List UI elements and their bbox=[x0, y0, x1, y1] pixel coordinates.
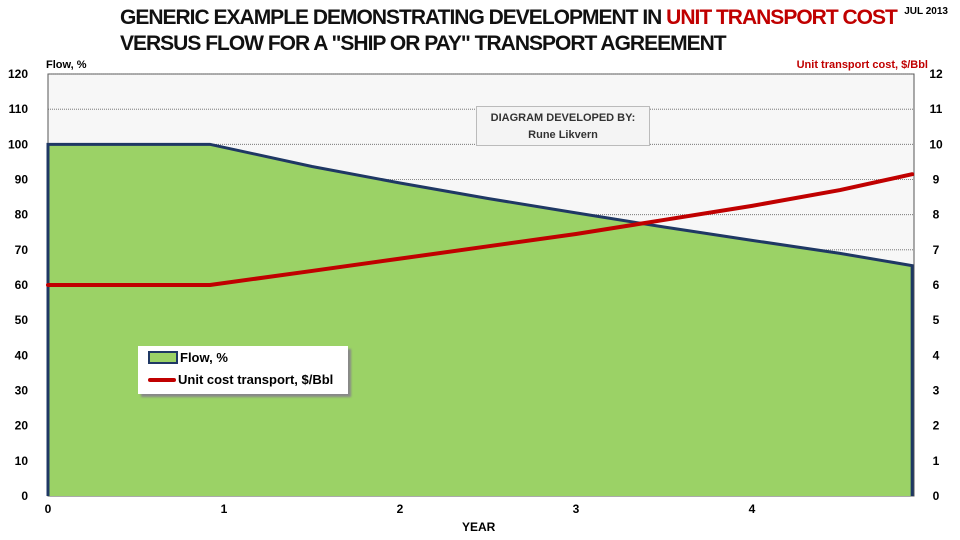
y-tick-left: 120 bbox=[8, 67, 28, 81]
y-tick-left: 10 bbox=[15, 454, 29, 468]
y-tick-right: 2 bbox=[933, 419, 940, 433]
title-highlight: UNIT TRANSPORT COST bbox=[666, 6, 898, 29]
cost-line bbox=[46, 172, 915, 287]
x-tick: 0 bbox=[45, 502, 52, 516]
y-axis-left-label: Flow, % bbox=[46, 59, 87, 71]
legend-swatch-flow bbox=[148, 351, 178, 364]
chart-title-line2: VERSUS FLOW FOR A "SHIP OR PAY" TRANSPOR… bbox=[120, 32, 727, 55]
y-tick-left: 80 bbox=[15, 208, 29, 222]
credit-line1: DIAGRAM DEVELOPED BY: bbox=[490, 112, 636, 124]
legend-item-flow: Flow, % bbox=[148, 350, 228, 365]
title-prefix: GENERIC EXAMPLE DEMONSTRATING DEVELOPMEN… bbox=[120, 6, 667, 29]
flow-line bbox=[46, 142, 914, 496]
chart-title-line1: GENERIC EXAMPLE DEMONSTRATING DEVELOPMEN… bbox=[120, 6, 898, 30]
y-tick-right: 6 bbox=[933, 278, 940, 292]
y-tick-left: 20 bbox=[15, 419, 29, 433]
y-tick-left: 50 bbox=[15, 313, 29, 327]
x-tick: 4 bbox=[749, 502, 756, 516]
legend-item-cost: Unit cost transport, $/Bbl bbox=[148, 372, 333, 387]
y-tick-left: 90 bbox=[15, 173, 29, 187]
legend: Flow, % Unit cost transport, $/Bbl bbox=[138, 346, 348, 394]
x-tick: 3 bbox=[573, 502, 580, 516]
date-label: JUL 2013 bbox=[904, 6, 948, 17]
y-tick-right: 7 bbox=[933, 243, 940, 257]
y-tick-right: 5 bbox=[933, 313, 940, 327]
x-tick: 2 bbox=[397, 502, 404, 516]
credit-line2: Rune Likvern bbox=[528, 129, 598, 141]
y-tick-left: 0 bbox=[21, 489, 28, 503]
y-tick-right: 3 bbox=[933, 384, 940, 398]
y-tick-left: 30 bbox=[15, 384, 29, 398]
y-tick-left: 100 bbox=[8, 137, 28, 151]
y-tick-right: 12 bbox=[929, 67, 943, 81]
legend-label-cost: Unit cost transport, $/Bbl bbox=[178, 372, 334, 387]
y-tick-right: 10 bbox=[929, 137, 943, 151]
x-tick: 1 bbox=[221, 502, 228, 516]
x-axis-label: YEAR bbox=[462, 520, 496, 534]
y-tick-right: 8 bbox=[933, 208, 940, 222]
y-tick-right: 1 bbox=[933, 454, 940, 468]
y-tick-right: 9 bbox=[933, 173, 940, 187]
credit-box: DIAGRAM DEVELOPED BY: Rune Likvern bbox=[476, 106, 650, 146]
y-tick-left: 40 bbox=[15, 348, 29, 362]
legend-label-flow: Flow, % bbox=[180, 350, 228, 365]
y-tick-right: 4 bbox=[933, 348, 940, 362]
y-axis-right-label: Unit transport cost, $/Bbl bbox=[796, 59, 928, 71]
y-tick-left: 70 bbox=[15, 243, 29, 257]
y-tick-left: 60 bbox=[15, 278, 29, 292]
y-tick-right: 0 bbox=[933, 489, 940, 503]
y-tick-right: 11 bbox=[930, 102, 943, 116]
legend-swatch-cost bbox=[148, 377, 176, 382]
y-tick-left: 110 bbox=[9, 102, 29, 116]
